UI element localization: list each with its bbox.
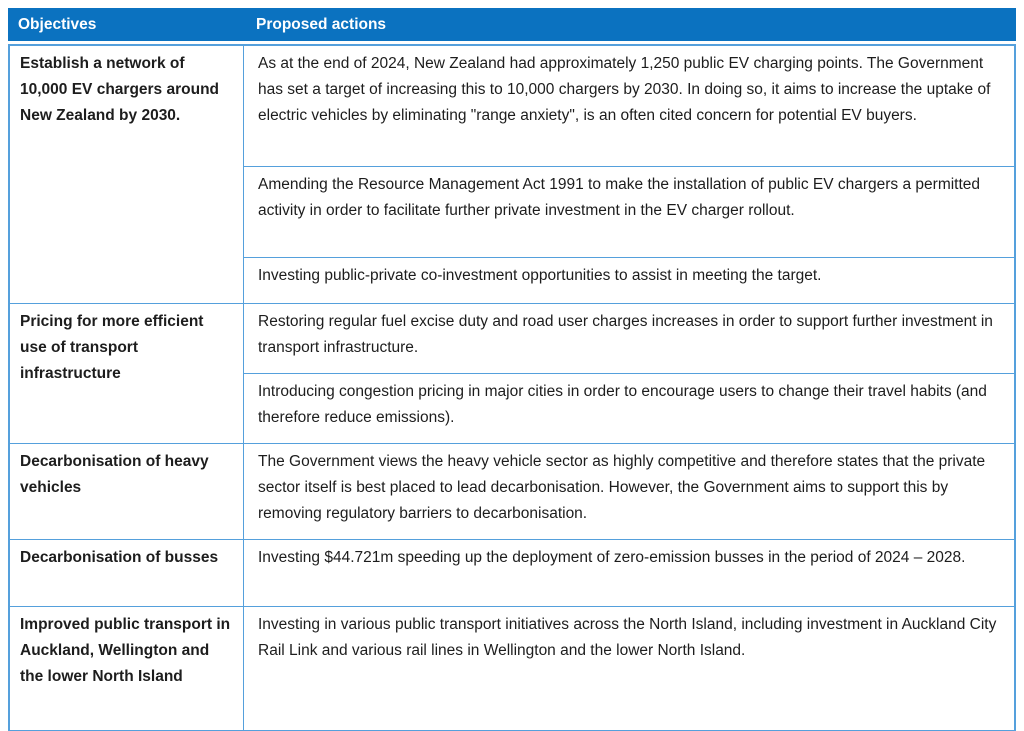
action-cell: Restoring regular fuel excise duty and r… bbox=[244, 304, 1014, 374]
table-header-row: Objectives Proposed actions bbox=[8, 8, 1016, 41]
action-cell: Investing $44.721m speeding up the deplo… bbox=[258, 549, 966, 566]
objective-cell: Decarbonisation of heavy vehicles bbox=[10, 444, 244, 539]
objective-cell: Decarbonisation of busses bbox=[10, 540, 244, 606]
column-header-proposed-actions: Proposed actions bbox=[256, 15, 387, 33]
table-row: Pricing for more efficient use of transp… bbox=[10, 304, 1014, 444]
objectives-actions-table: Objectives Proposed actions Establish a … bbox=[8, 8, 1016, 731]
column-header-objectives: Objectives bbox=[18, 15, 97, 33]
table-row: Establish a network of 10,000 EV charger… bbox=[10, 46, 1014, 304]
table-row: Improved public transport in Auckland, W… bbox=[10, 607, 1014, 730]
actions-cell-group: The Government views the heavy vehicle s… bbox=[244, 444, 1014, 539]
table-row: Decarbonisation of busses Investing $44.… bbox=[10, 540, 1014, 607]
action-cell: The Government views the heavy vehicle s… bbox=[258, 453, 986, 522]
action-cell: Introducing congestion pricing in major … bbox=[258, 383, 987, 426]
actions-cell-group: As at the end of 2024, New Zealand had a… bbox=[244, 46, 1014, 303]
objective-cell: Improved public transport in Auckland, W… bbox=[10, 607, 244, 730]
action-cell: Investing in various public transport in… bbox=[258, 616, 997, 659]
actions-cell-group: Restoring regular fuel excise duty and r… bbox=[244, 304, 1014, 443]
objective-cell: Pricing for more efficient use of transp… bbox=[10, 304, 244, 443]
actions-cell-group: Investing $44.721m speeding up the deplo… bbox=[244, 540, 1014, 606]
objective-cell: Establish a network of 10,000 EV charger… bbox=[10, 46, 244, 303]
actions-cell-group: Investing in various public transport in… bbox=[244, 607, 1014, 730]
action-cell: As at the end of 2024, New Zealand had a… bbox=[244, 46, 1014, 167]
table-row: Decarbonisation of heavy vehicles The Go… bbox=[10, 444, 1014, 540]
action-cell: Investing public-private co-investment o… bbox=[258, 267, 822, 284]
table-body: Establish a network of 10,000 EV charger… bbox=[8, 44, 1016, 731]
action-cell: Amending the Resource Management Act 199… bbox=[244, 167, 1014, 258]
